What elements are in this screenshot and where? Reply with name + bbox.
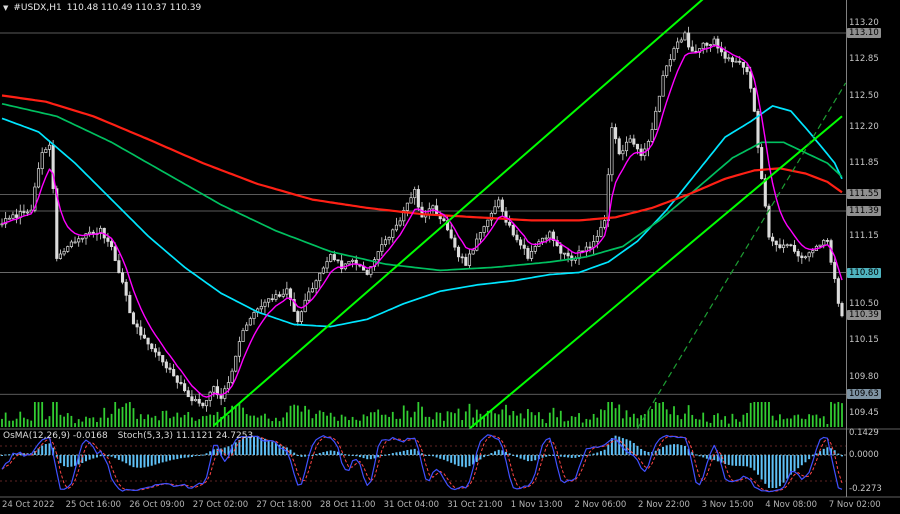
price-level-label: 110.39 bbox=[847, 310, 881, 321]
time-axis-label: 7 Nov 02:00 bbox=[828, 500, 881, 510]
stoch-main-line bbox=[1, 434, 843, 493]
price-axis-tick-label: 110.15 bbox=[849, 335, 879, 346]
price-level-label: 110.80 bbox=[847, 267, 881, 278]
time-axis-label: 27 Oct 02:00 bbox=[192, 500, 249, 510]
stoch-label: Stoch(5,3,3) 11.1121 24.7253 bbox=[117, 431, 254, 441]
price-level-label: 111.39 bbox=[847, 206, 881, 216]
chart-shift-marker-icon: ▼ bbox=[3, 4, 9, 12]
price-level-label: 111.55 bbox=[847, 189, 881, 200]
osma-zero-line bbox=[0, 445, 846, 482]
time-axis-label: 1 Nov 13:00 bbox=[510, 500, 563, 510]
price-axis-tick-label: 109.80 bbox=[849, 371, 879, 382]
price-axis-tick-label: 111.85 bbox=[849, 158, 879, 169]
ma-magenta-line[interactable] bbox=[1, 44, 843, 398]
chart-frame bbox=[0, 0, 900, 498]
price-axis-tick-label: 112.85 bbox=[849, 54, 879, 64]
price-axis-tick-label: 111.15 bbox=[849, 231, 879, 241]
time-axis-label: 31 Oct 21:00 bbox=[447, 500, 503, 510]
price-level-label: 113.10 bbox=[847, 28, 881, 38]
indicator-axis-label: -0.2273 bbox=[849, 484, 882, 495]
osma-label: OsMA(12,26,9) -0.0168 bbox=[3, 431, 108, 441]
time-axis-label: 28 Oct 11:00 bbox=[320, 500, 376, 510]
indicator-axis-label: 0.1429 bbox=[849, 428, 879, 439]
indicator-labels: OsMA(12,26,9) -0.0168 Stoch(5,3,3) 11.11… bbox=[3, 431, 253, 441]
price-axis-tick-label: 109.45 bbox=[849, 408, 879, 418]
ohlc-readout: 110.48 110.49 110.37 110.39 bbox=[66, 3, 202, 13]
price-axis-tick-label: 113.20 bbox=[849, 17, 879, 28]
time-axis-label: 31 Oct 04:00 bbox=[383, 500, 440, 510]
ma-cyan-line[interactable] bbox=[1, 105, 843, 328]
time-axis-label: 27 Oct 18:00 bbox=[256, 500, 312, 510]
time-axis-label: 3 Nov 15:00 bbox=[701, 500, 754, 510]
ma-green-line[interactable] bbox=[1, 102, 843, 272]
trendlines[interactable] bbox=[213, 0, 847, 430]
time-axis-label: 2 Nov 06:00 bbox=[574, 500, 627, 510]
symbol-period-label: #USDX,H1 bbox=[13, 3, 62, 13]
volume-histogram bbox=[1, 402, 843, 427]
indicator-axis-label: 0.0000 bbox=[849, 450, 879, 460]
time-axis-label: 24 Oct 2022 bbox=[2, 500, 55, 510]
price-axis-tick-label: 112.20 bbox=[849, 121, 879, 132]
candles-layer bbox=[0, 26, 844, 412]
time-axis-label: 2 Nov 22:00 bbox=[638, 500, 690, 510]
time-axis-label: 26 Oct 09:00 bbox=[129, 500, 185, 510]
price-axis-tick-label: 110.50 bbox=[849, 298, 879, 309]
osma-histogram bbox=[1, 435, 843, 488]
chart-header: ▼ #USDX,H1 110.48 110.49 110.37 110.39 bbox=[3, 3, 201, 13]
price-level-label: 109.63 bbox=[847, 389, 881, 400]
ma-red-line[interactable] bbox=[1, 94, 843, 222]
time-axis-label: 4 Nov 08:00 bbox=[765, 500, 818, 510]
price-axis-tick-label: 112.50 bbox=[849, 90, 879, 101]
time-axis-label: 25 Oct 16:00 bbox=[65, 500, 122, 510]
